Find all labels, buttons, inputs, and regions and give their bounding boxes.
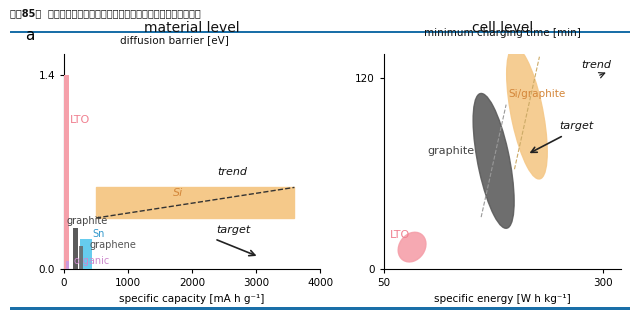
Bar: [73, 228, 77, 269]
Text: cell level: cell level: [472, 21, 533, 35]
Ellipse shape: [398, 232, 426, 262]
Text: trend: trend: [218, 167, 248, 177]
Bar: [65, 261, 69, 269]
Text: organic: organic: [74, 256, 110, 266]
Ellipse shape: [507, 47, 547, 179]
Text: LTO: LTO: [390, 230, 410, 240]
Text: graphite: graphite: [428, 146, 475, 157]
Text: material level: material level: [144, 21, 240, 35]
Bar: [80, 239, 93, 269]
Text: graphite: graphite: [67, 216, 108, 226]
Text: target: target: [216, 225, 251, 235]
Text: LTO: LTO: [70, 115, 90, 126]
Bar: [64, 75, 69, 269]
Bar: [96, 187, 294, 218]
Text: diffusion barrier [eV]: diffusion barrier [eV]: [120, 35, 229, 45]
X-axis label: specific capacity [mA h g⁻¹]: specific capacity [mA h g⁻¹]: [119, 294, 265, 304]
Text: Si: Si: [173, 188, 183, 198]
Text: graphene: graphene: [90, 240, 136, 250]
Text: target: target: [559, 121, 594, 131]
Text: minimum charging time [min]: minimum charging time [min]: [424, 28, 581, 38]
Bar: [79, 246, 83, 269]
Text: 图表85：  典型负极材料的锂离子扩散势垒和对应电池的快充能力对比: 图表85： 典型负极材料的锂离子扩散势垒和对应电池的快充能力对比: [10, 8, 200, 18]
Text: trend: trend: [581, 60, 611, 70]
Text: Si/graphite: Si/graphite: [509, 89, 566, 99]
Ellipse shape: [473, 94, 514, 228]
Text: Sn: Sn: [93, 229, 105, 239]
X-axis label: specific energy [W h kg⁻¹]: specific energy [W h kg⁻¹]: [434, 294, 571, 304]
Text: a: a: [26, 28, 35, 43]
